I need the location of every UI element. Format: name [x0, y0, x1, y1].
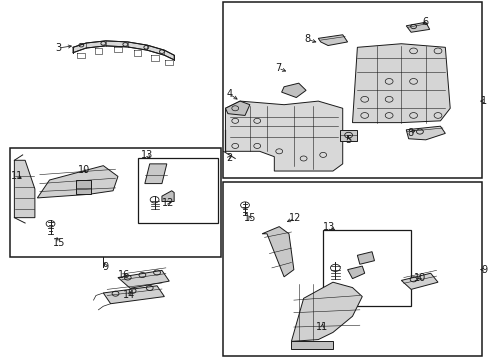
Bar [138, 158, 218, 223]
Bar [223, 182, 482, 356]
Polygon shape [162, 191, 174, 202]
Polygon shape [318, 35, 347, 45]
Text: 10: 10 [77, 165, 90, 175]
Polygon shape [406, 22, 430, 32]
Text: 1: 1 [481, 96, 488, 106]
Polygon shape [292, 341, 333, 349]
Polygon shape [262, 226, 294, 277]
Polygon shape [73, 41, 174, 60]
Text: 10: 10 [414, 273, 426, 283]
Bar [323, 230, 411, 306]
Text: 15: 15 [244, 213, 256, 223]
Polygon shape [357, 252, 374, 264]
Polygon shape [352, 44, 450, 123]
Text: 11: 11 [316, 322, 328, 332]
Text: 6: 6 [423, 17, 429, 27]
Text: 9: 9 [103, 262, 109, 272]
Polygon shape [103, 286, 164, 304]
Bar [10, 148, 220, 257]
Text: 13: 13 [323, 222, 335, 231]
Text: 8: 8 [407, 128, 413, 138]
Text: 5: 5 [345, 135, 352, 145]
Text: 13: 13 [141, 150, 153, 160]
Polygon shape [225, 101, 343, 171]
Polygon shape [406, 126, 445, 140]
Polygon shape [401, 273, 438, 289]
Polygon shape [347, 266, 365, 279]
Polygon shape [225, 101, 250, 116]
Polygon shape [292, 282, 362, 341]
Polygon shape [76, 180, 91, 194]
Text: 7: 7 [275, 63, 281, 73]
Text: 2: 2 [226, 153, 232, 163]
Polygon shape [118, 270, 169, 288]
Polygon shape [340, 130, 357, 140]
Text: 12: 12 [289, 213, 301, 223]
Text: 9: 9 [481, 265, 488, 275]
Text: 12: 12 [162, 198, 174, 208]
Text: 3: 3 [55, 43, 61, 53]
Polygon shape [282, 83, 306, 98]
Text: 15: 15 [53, 238, 66, 248]
Text: 11: 11 [11, 171, 24, 181]
Text: 4: 4 [226, 89, 232, 99]
Text: 16: 16 [118, 270, 130, 280]
Text: 8: 8 [304, 35, 311, 44]
Polygon shape [145, 164, 167, 184]
Bar [223, 3, 482, 178]
Polygon shape [37, 166, 118, 198]
Text: 14: 14 [122, 291, 135, 301]
Polygon shape [14, 160, 35, 218]
